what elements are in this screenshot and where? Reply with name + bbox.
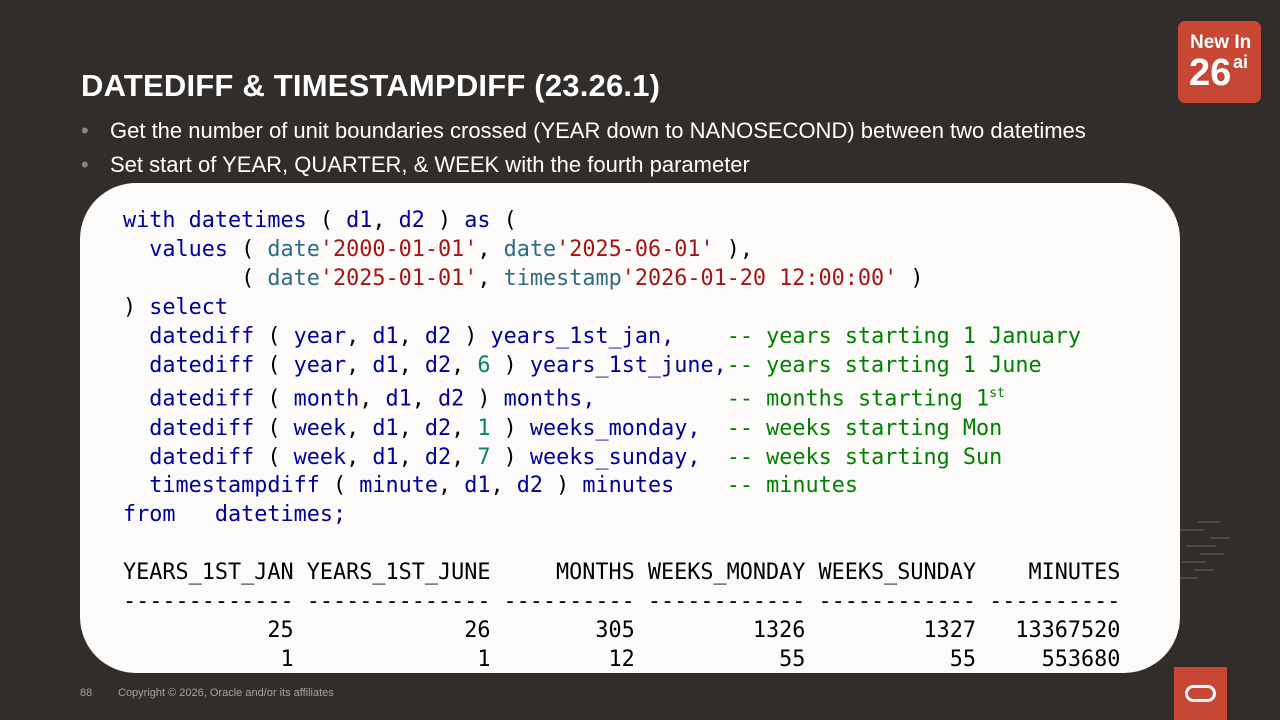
oracle-logo bbox=[1174, 667, 1227, 720]
code-block: with datetimes ( d1, d2 ) as ( values ( … bbox=[123, 208, 1121, 672]
badge-label: New In bbox=[1190, 32, 1252, 53]
badge-suffix: ai bbox=[1233, 52, 1249, 72]
code-panel: with datetimes ( d1, d2 ) as ( values ( … bbox=[80, 183, 1180, 673]
slide-title: DATEDIFF & TIMESTAMPDIFF (23.26.1) bbox=[81, 68, 661, 103]
page-number: 88 bbox=[80, 687, 93, 699]
result-separator: ------------- -------------- ---------- … bbox=[123, 589, 1121, 615]
bullet-item: • Set start of YEAR, QUARTER, & WEEK with… bbox=[81, 148, 1086, 182]
bullet-item: • Get the number of unit boundaries cross… bbox=[81, 114, 1086, 148]
bullet-dot-icon: • bbox=[81, 118, 89, 143]
new-in-26ai-badge: New In 26 ai bbox=[1178, 21, 1261, 103]
bullet-text: Get the number of unit boundaries crosse… bbox=[110, 118, 1086, 143]
copyright-text: Copyright © 2026, Oracle and/or its affi… bbox=[118, 687, 334, 699]
result-row: 1 1 12 55 55 553680 bbox=[123, 646, 1121, 672]
badge-number: 26 bbox=[1189, 52, 1232, 94]
bullet-text: Set start of YEAR, QUARTER, & WEEK with … bbox=[110, 152, 750, 177]
decorative-dashes bbox=[1180, 521, 1230, 579]
bullet-list: • Get the number of unit boundaries cross… bbox=[81, 114, 1086, 182]
result-row: 25 26 305 1326 1327 13367520 bbox=[123, 617, 1121, 643]
result-header-row: YEARS_1ST_JAN YEARS_1ST_JUNE MONTHS WEEK… bbox=[123, 560, 1121, 586]
oracle-ring-icon bbox=[1185, 685, 1216, 702]
bullet-dot-icon: • bbox=[81, 152, 89, 177]
